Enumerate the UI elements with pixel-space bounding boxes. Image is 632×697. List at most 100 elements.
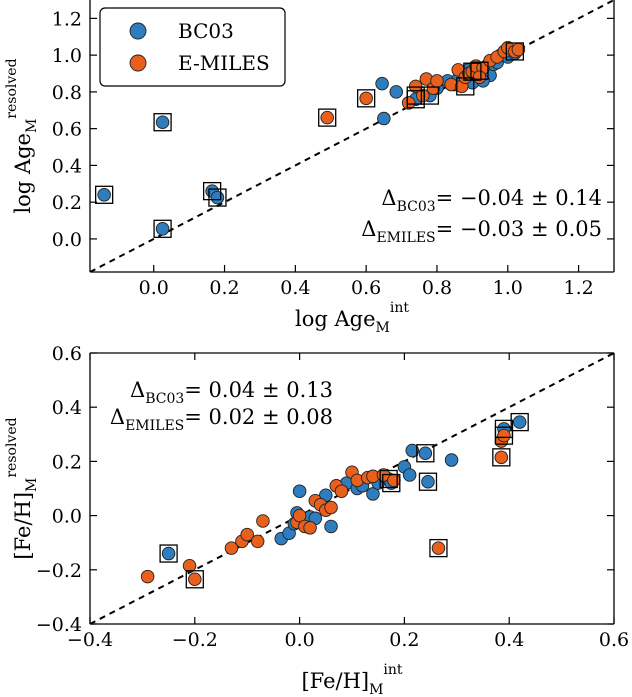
point-bc03 — [210, 190, 225, 205]
point-bc03 — [405, 443, 420, 458]
resolved-box-marker — [382, 473, 401, 493]
x-tick-label: 0.0 — [284, 629, 314, 651]
point-e-miles — [292, 508, 307, 523]
y-tick-label: 0.8 — [52, 82, 82, 104]
point-bc03 — [324, 519, 338, 534]
point-e-miles — [182, 558, 197, 573]
point-bc03 — [377, 111, 391, 126]
y-tick-label: 0.2 — [52, 451, 82, 473]
y-tick-label: 0.6 — [52, 343, 82, 365]
point-bc03 — [155, 222, 170, 236]
stats-annotation: ΔBC03= −0.04 ± 0.14 — [381, 186, 602, 215]
resolved-box-marker — [494, 426, 514, 445]
resolved-box-marker — [510, 412, 529, 432]
point-e-miles — [401, 96, 416, 110]
resolved-box-marker — [357, 89, 376, 108]
point-bc03 — [421, 474, 435, 489]
x-tick-label: −0.4 — [67, 629, 113, 651]
data-points — [95, 41, 526, 238]
x-tick-label: 1.2 — [563, 277, 593, 299]
stats-annotation: ΔBC03= 0.04 ± 0.13 — [130, 378, 333, 407]
axes-frame — [89, 0, 615, 273]
top-panel-age: 0.0 0.2 0.4 0.6 0.8 1.0 1.2 0.0 0.2 0.4 0.6 0.8 1.0 1… — [4, 0, 615, 336]
legend-marker — [129, 22, 147, 40]
stats-annotation: ΔEMILES= 0.02 ± 0.08 — [110, 405, 333, 434]
resolved-box-marker — [153, 113, 172, 132]
y-tick-label: 0.0 — [52, 506, 82, 528]
point-bc03 — [444, 453, 459, 467]
point-bc03 — [155, 115, 170, 129]
point-e-miles — [359, 91, 373, 106]
point-bc03 — [97, 188, 111, 202]
bottom-panel-metallicity: −0.4 −0.2 0.0 0.2 0.4 0.6 −0.4 −0.2 0.0 0.2 0.4 0.6… — [4, 343, 629, 697]
point-bc03 — [366, 487, 380, 501]
x-axis-label: log AgeMint — [295, 300, 409, 336]
y-tick-label: 0.0 — [52, 229, 82, 251]
resolved-box-marker — [159, 544, 178, 563]
resolved-box-marker — [505, 42, 525, 61]
x-tick-label: 0.2 — [209, 277, 239, 299]
point-bc03 — [292, 484, 307, 498]
point-e-miles — [324, 500, 338, 515]
x-tick-label: 1.0 — [493, 277, 523, 299]
y-tick-label: 0.4 — [52, 155, 82, 177]
y-axis-label: log AgeMresolved — [4, 58, 40, 213]
point-e-miles — [320, 110, 334, 125]
point-bc03 — [402, 468, 417, 482]
resolved-box-marker — [418, 472, 438, 491]
point-e-miles — [430, 74, 444, 88]
resolved-box-marker — [463, 62, 482, 81]
resolved-box-marker — [492, 448, 511, 467]
resolved-box-marker — [420, 86, 440, 105]
y-tick-label: −0.4 — [36, 614, 82, 636]
resolved-box-marker — [318, 108, 337, 127]
x-tick-label: 0.8 — [422, 277, 452, 299]
x-tick-label: 0.6 — [351, 277, 381, 299]
x-tick-label: 0.0 — [139, 277, 169, 299]
point-e-miles — [140, 569, 155, 584]
resolved-box-marker — [429, 538, 448, 558]
legend-label: BC03 — [178, 19, 234, 43]
resolved-box-marker — [456, 77, 475, 96]
legend-marker — [129, 54, 147, 72]
point-e-miles — [472, 70, 487, 84]
resolved-box-marker — [470, 61, 489, 80]
legend: BC03 E-MILES — [99, 7, 286, 87]
point-e-miles — [256, 514, 270, 528]
point-e-miles — [494, 450, 509, 465]
y-tick-label: 0.6 — [52, 119, 82, 141]
x-tick-label: 0.2 — [389, 629, 419, 651]
x-tick-label: −0.2 — [172, 629, 218, 651]
y-axis-label: [Fe/H]Mresolved — [4, 417, 40, 559]
resolved-box-marker — [416, 444, 435, 463]
point-bc03 — [161, 546, 176, 561]
stats-annotation: ΔEMILES= −0.03 ± 0.05 — [361, 217, 602, 246]
point-e-miles — [303, 521, 317, 535]
point-e-miles — [224, 541, 239, 555]
point-e-miles — [416, 88, 430, 103]
resolved-box-marker — [208, 188, 227, 207]
y-tick-label: 0.4 — [52, 397, 82, 419]
point-e-miles — [188, 572, 202, 587]
x-tick-label: 0.6 — [599, 629, 629, 651]
y-tick-label: 0.2 — [52, 192, 82, 214]
point-e-miles — [497, 428, 511, 443]
y-tick-label: 1.0 — [52, 45, 82, 67]
resolved-box-marker — [95, 185, 114, 204]
point-e-miles — [334, 484, 349, 498]
legend-label: E-MILES — [178, 51, 270, 75]
point-bc03 — [418, 446, 433, 461]
point-bc03 — [389, 85, 404, 99]
axes-frame — [89, 352, 615, 625]
resolved-box-marker — [406, 86, 425, 105]
resolved-box-marker — [379, 469, 398, 489]
y-tick-label: −0.2 — [36, 560, 82, 582]
point-e-miles — [387, 473, 401, 488]
point-e-miles — [408, 79, 423, 94]
point-e-miles — [250, 534, 265, 549]
resolved-box-marker — [185, 570, 204, 589]
resolved-box-marker — [153, 219, 172, 238]
x-axis-label: [Fe/H]Mint — [301, 662, 402, 697]
point-e-miles — [431, 541, 446, 555]
